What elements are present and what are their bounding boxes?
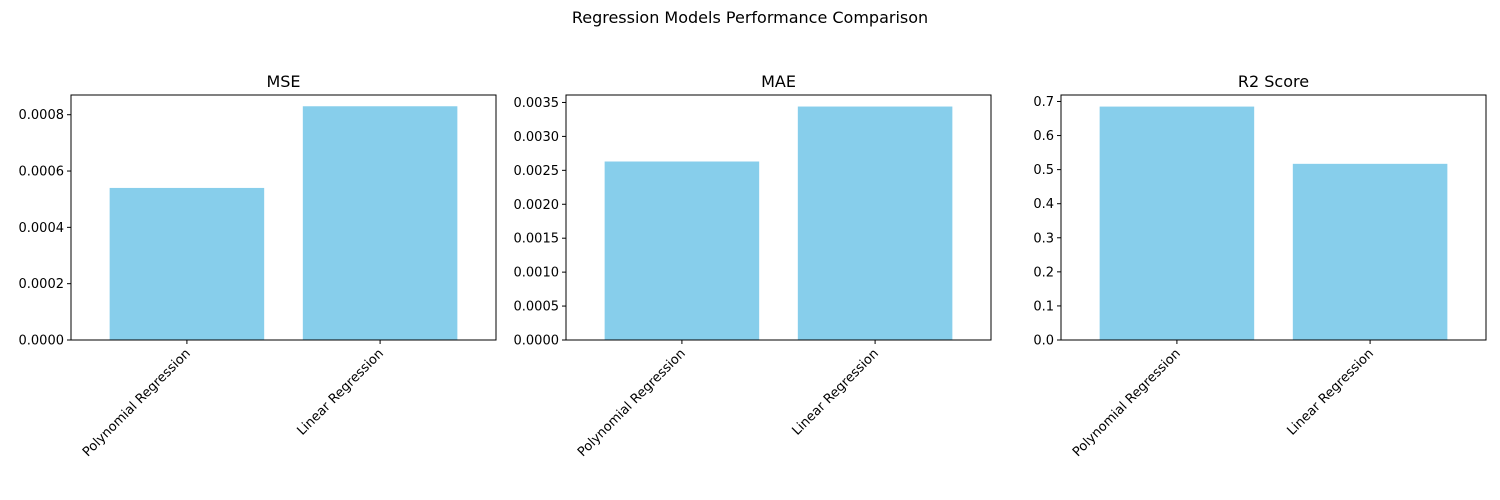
y-tick-label: 0.5 [1033,163,1054,178]
y-tick-label: 0.0030 [514,130,560,145]
x-tick-label: Polynomial Regression [80,346,194,460]
subplot-1: MSE 0.0000 0.0002 0.0004 0.0006 0.0008 Polynom… [19,72,497,460]
y-tick-label: 0.0008 [19,108,65,123]
y-tick-label: 0.0035 [514,96,560,111]
y-tick-label: 0.6 [1033,129,1054,144]
figure-title: Regression Models Performance Comparison [572,8,928,27]
subplot-title: MSE [266,72,300,91]
y-tick-label: 0.1 [1033,299,1054,314]
y-tick-label: 0.0010 [514,266,560,281]
y-tick-label: 0.0015 [514,232,560,247]
x-tick-label: Polynomial Regression [575,346,689,460]
bar-polynomial-regression [109,187,265,340]
y-tick-label: 0.3 [1033,231,1054,246]
y-tick-label: 0.0000 [514,334,560,349]
axes-frame [1060,94,1487,341]
bar-linear-regression [1292,163,1448,340]
y-tick-label: 0.0004 [19,221,65,236]
x-tick-label: Polynomial Regression [1070,346,1184,460]
x-tick-label: Linear Regression [790,346,882,438]
y-tick-label: 0.7 [1033,95,1054,110]
axes-frame [70,94,497,341]
y-tick-label: 0.4 [1033,197,1054,212]
bar-polynomial-regression [604,161,760,340]
y-tick-label: 0.0005 [514,300,560,315]
y-tick-label: 0.0 [1033,334,1054,349]
y-tick-label: 0.0025 [514,164,560,179]
bar-linear-regression [302,106,458,340]
bar-polynomial-regression [1099,106,1255,340]
y-tick-label: 0.2 [1033,265,1054,280]
subplots: MSE 0.0000 0.0002 0.0004 0.0006 0.0008 Polynom… [19,72,1487,460]
y-tick-label: 0.0000 [19,334,65,349]
bar-linear-regression [797,106,953,340]
x-tick-label: Linear Regression [1285,346,1377,438]
x-tick-label: Linear Regression [295,346,387,438]
axes-frame [565,94,992,341]
subplot-title: MAE [761,72,796,91]
y-tick-label: 0.0020 [514,198,560,213]
subplot-3: R2 Score 0.0 0.1 0.2 0.3 0.4 0.5 0.6 0.7 Polynomi… [1033,72,1487,460]
y-tick-label: 0.0006 [19,165,65,180]
y-tick-label: 0.0002 [19,277,65,292]
subplot-title: R2 Score [1238,72,1309,91]
subplot-2: MAE 0.0000 0.0005 0.0010 0.0015 0.0020 0.0025 0… [514,72,992,460]
